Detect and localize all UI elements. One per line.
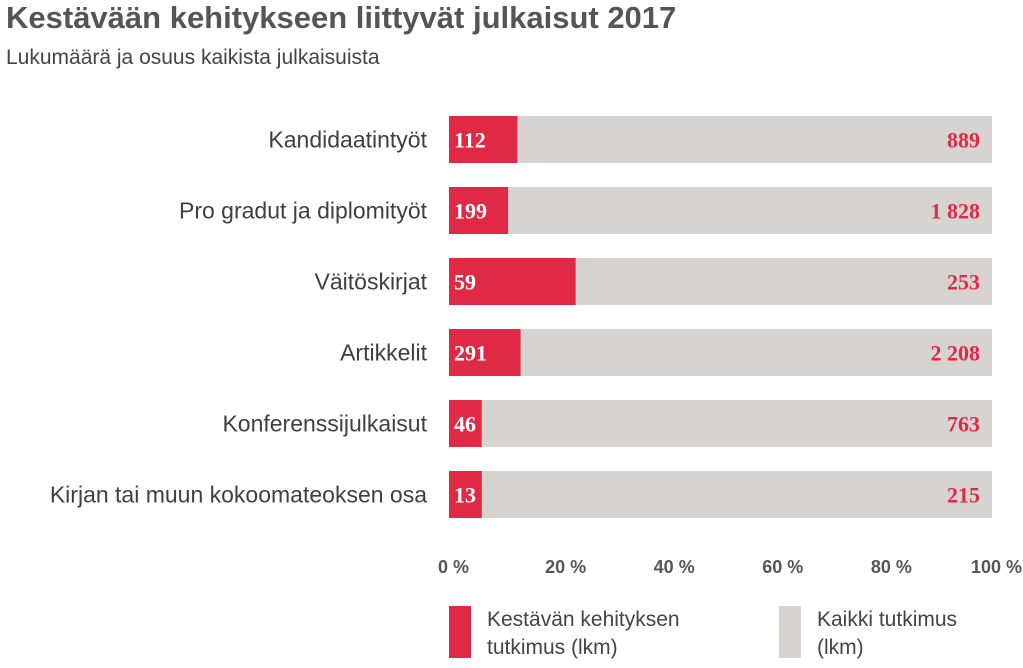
bar-sustainable [449,329,521,376]
category-label: Pro gradut ja diplomityöt [179,198,428,224]
category-label: Kandidaatintyöt [268,127,427,153]
bar-total [449,116,992,163]
value-label-sustainable: 13 [454,483,476,508]
bar-sustainable [449,471,482,518]
category-label: Konferenssijulkaisut [222,411,427,437]
legend-label-line: Kestävän kehityksen [487,608,680,631]
legend-label-line: Kaikki tutkimus [817,608,958,631]
bar-sustainable [449,116,518,163]
bar-sustainable [449,187,509,234]
value-label-sustainable: 199 [454,199,487,224]
value-label-total: 1 828 [931,199,981,224]
value-label-sustainable: 59 [454,270,476,295]
x-tick-label: 0 % [438,557,469,577]
bar-total [449,187,992,234]
legend-swatch-all [779,606,801,658]
chart-subtitle: Lukumäärä ja osuus kaikista julkaisuista [6,46,380,69]
bar-total [449,329,992,376]
bar-total [449,471,992,518]
legend-item-sustainable: Kestävän kehityksen tutkimus (lkm) [449,606,737,662]
bar-total [449,400,992,447]
bar-sustainable [449,258,576,305]
legend-swatch-sustainable [449,606,471,658]
value-label-total: 889 [947,128,980,153]
value-label-total: 253 [947,270,980,295]
value-label-sustainable: 291 [454,341,487,366]
value-label-total: 763 [947,412,980,437]
legend-label-line: (lkm) [817,636,864,659]
legend-item-all: Kaikki tutkimus (lkm) [779,606,1023,662]
value-label-sustainable: 112 [454,128,486,153]
legend-label-sustainable: Kestävän kehityksen tutkimus (lkm) [487,606,737,662]
value-label-sustainable: 46 [454,412,476,437]
chart-title: Kestävään kehitykseen liittyvät julkaisu… [6,0,677,35]
value-label-total: 215 [947,483,980,508]
category-label: Väitöskirjat [315,269,428,295]
bar-sustainable [449,400,482,447]
x-tick-label: 60 % [762,557,803,577]
category-label: Artikkelit [340,340,428,366]
value-label-total: 2 208 [931,341,981,366]
x-tick-label: 100 % [971,557,1022,577]
bar-chart: Kandidaatintyöt 112 889 Pro gradut ja diplo… [50,116,1022,577]
x-tick-label: 40 % [654,557,695,577]
x-tick-label: 80 % [871,557,912,577]
legend-label-line: tutkimus (lkm) [487,636,618,659]
x-tick-label: 20 % [545,557,586,577]
legend-label-all: Kaikki tutkimus (lkm) [817,606,1023,662]
category-label: Kirjan tai muun kokoomateoksen osa [50,482,427,508]
